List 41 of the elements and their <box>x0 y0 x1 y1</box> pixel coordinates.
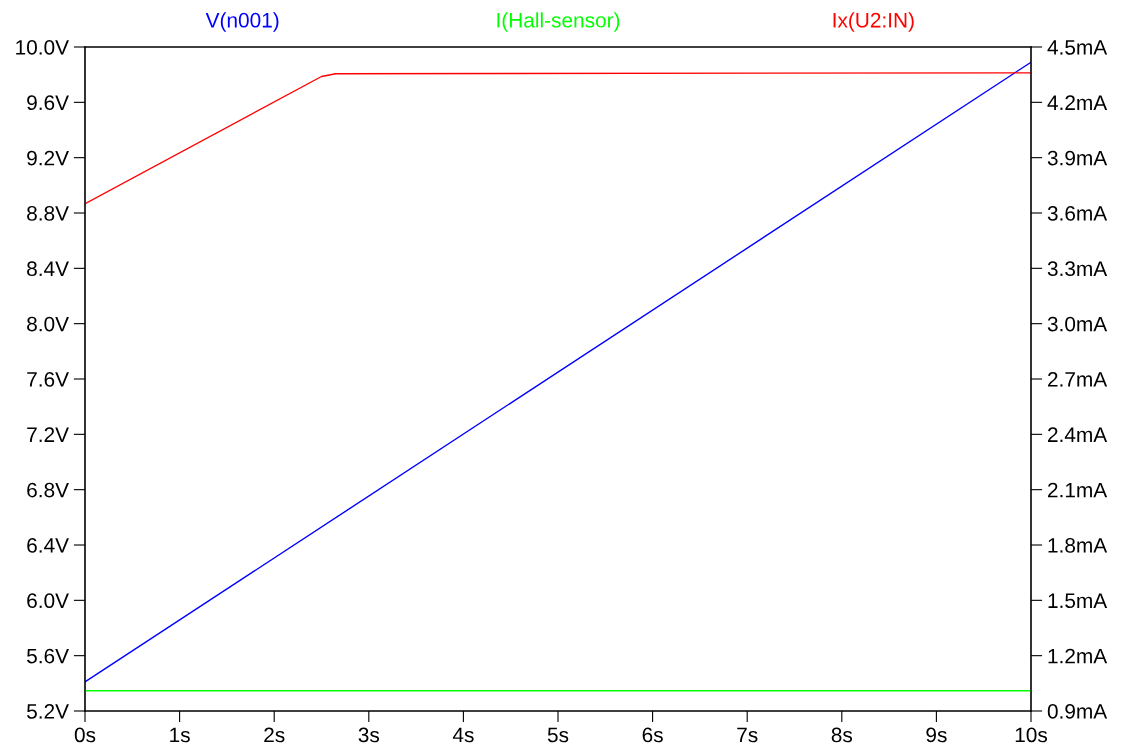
y2-tick-label: 2.4mA <box>1048 427 1108 442</box>
y-tick-label: 5.2V <box>27 704 69 719</box>
y-tick-label: 5.6V <box>27 648 69 664</box>
y-tick-label: 6.8V <box>27 482 69 498</box>
x-tick-label: 9s <box>926 727 947 743</box>
y2-tick-label: 0.9mA <box>1047 704 1108 719</box>
y2-tick-label: 3.3mA <box>1047 261 1108 277</box>
x-tick-label: 3s <box>358 727 380 743</box>
x-tick-label: 4s <box>452 727 474 743</box>
y2-tick-label: 4.2mA <box>1047 95 1108 110</box>
line-series <box>85 72 1031 205</box>
y-tick-label: 9.6V <box>27 95 69 111</box>
y2-tick-label: 1.8mA <box>1048 538 1108 553</box>
y2-tick-label: 2.1mA <box>1048 482 1108 498</box>
x-tick-label: 6s <box>642 727 663 743</box>
y2-tick-label: 1.5mA <box>1048 593 1108 609</box>
y2-tick-label: 4.5mA <box>1047 40 1108 55</box>
x-tick-label: 2s <box>264 727 285 743</box>
y-tick-label: 6.0V <box>27 593 69 609</box>
x-tick-label: 0s <box>74 727 96 743</box>
x-tick-label: 1s <box>170 727 190 743</box>
y-tick-label: 8.8V <box>27 206 69 221</box>
y2-tick-label: 3.9mA <box>1047 150 1108 166</box>
y2-tick-label: 2.7mA <box>1048 372 1108 387</box>
y-tick-label: 7.6V <box>27 372 69 387</box>
text: I(Hall-sensor) <box>497 12 620 32</box>
y-tick-label: 9.2V <box>27 150 69 166</box>
x-tick-label: 8s <box>831 727 853 743</box>
y-tick-label: 7.2V <box>27 427 69 442</box>
y2-tick-label: 1.2mA <box>1048 648 1108 664</box>
x-tick-label: 10s <box>1015 727 1048 743</box>
y-tick-label: 8.4V <box>27 261 69 277</box>
x-tick-label: 5s <box>547 727 569 743</box>
series-label: Ix(U2:IN) <box>833 12 914 32</box>
y-tick-label: 10.0V <box>16 40 69 55</box>
text: V(n001) <box>205 12 279 32</box>
y-tick-label: 6.4V <box>27 538 69 553</box>
y2-tick-label: 3.6mA <box>1047 206 1108 221</box>
y-tick-label: 8.0V <box>27 316 69 332</box>
x-tick-label: 7s <box>737 727 758 743</box>
y2-tick-label: 3.0mA <box>1047 316 1108 332</box>
